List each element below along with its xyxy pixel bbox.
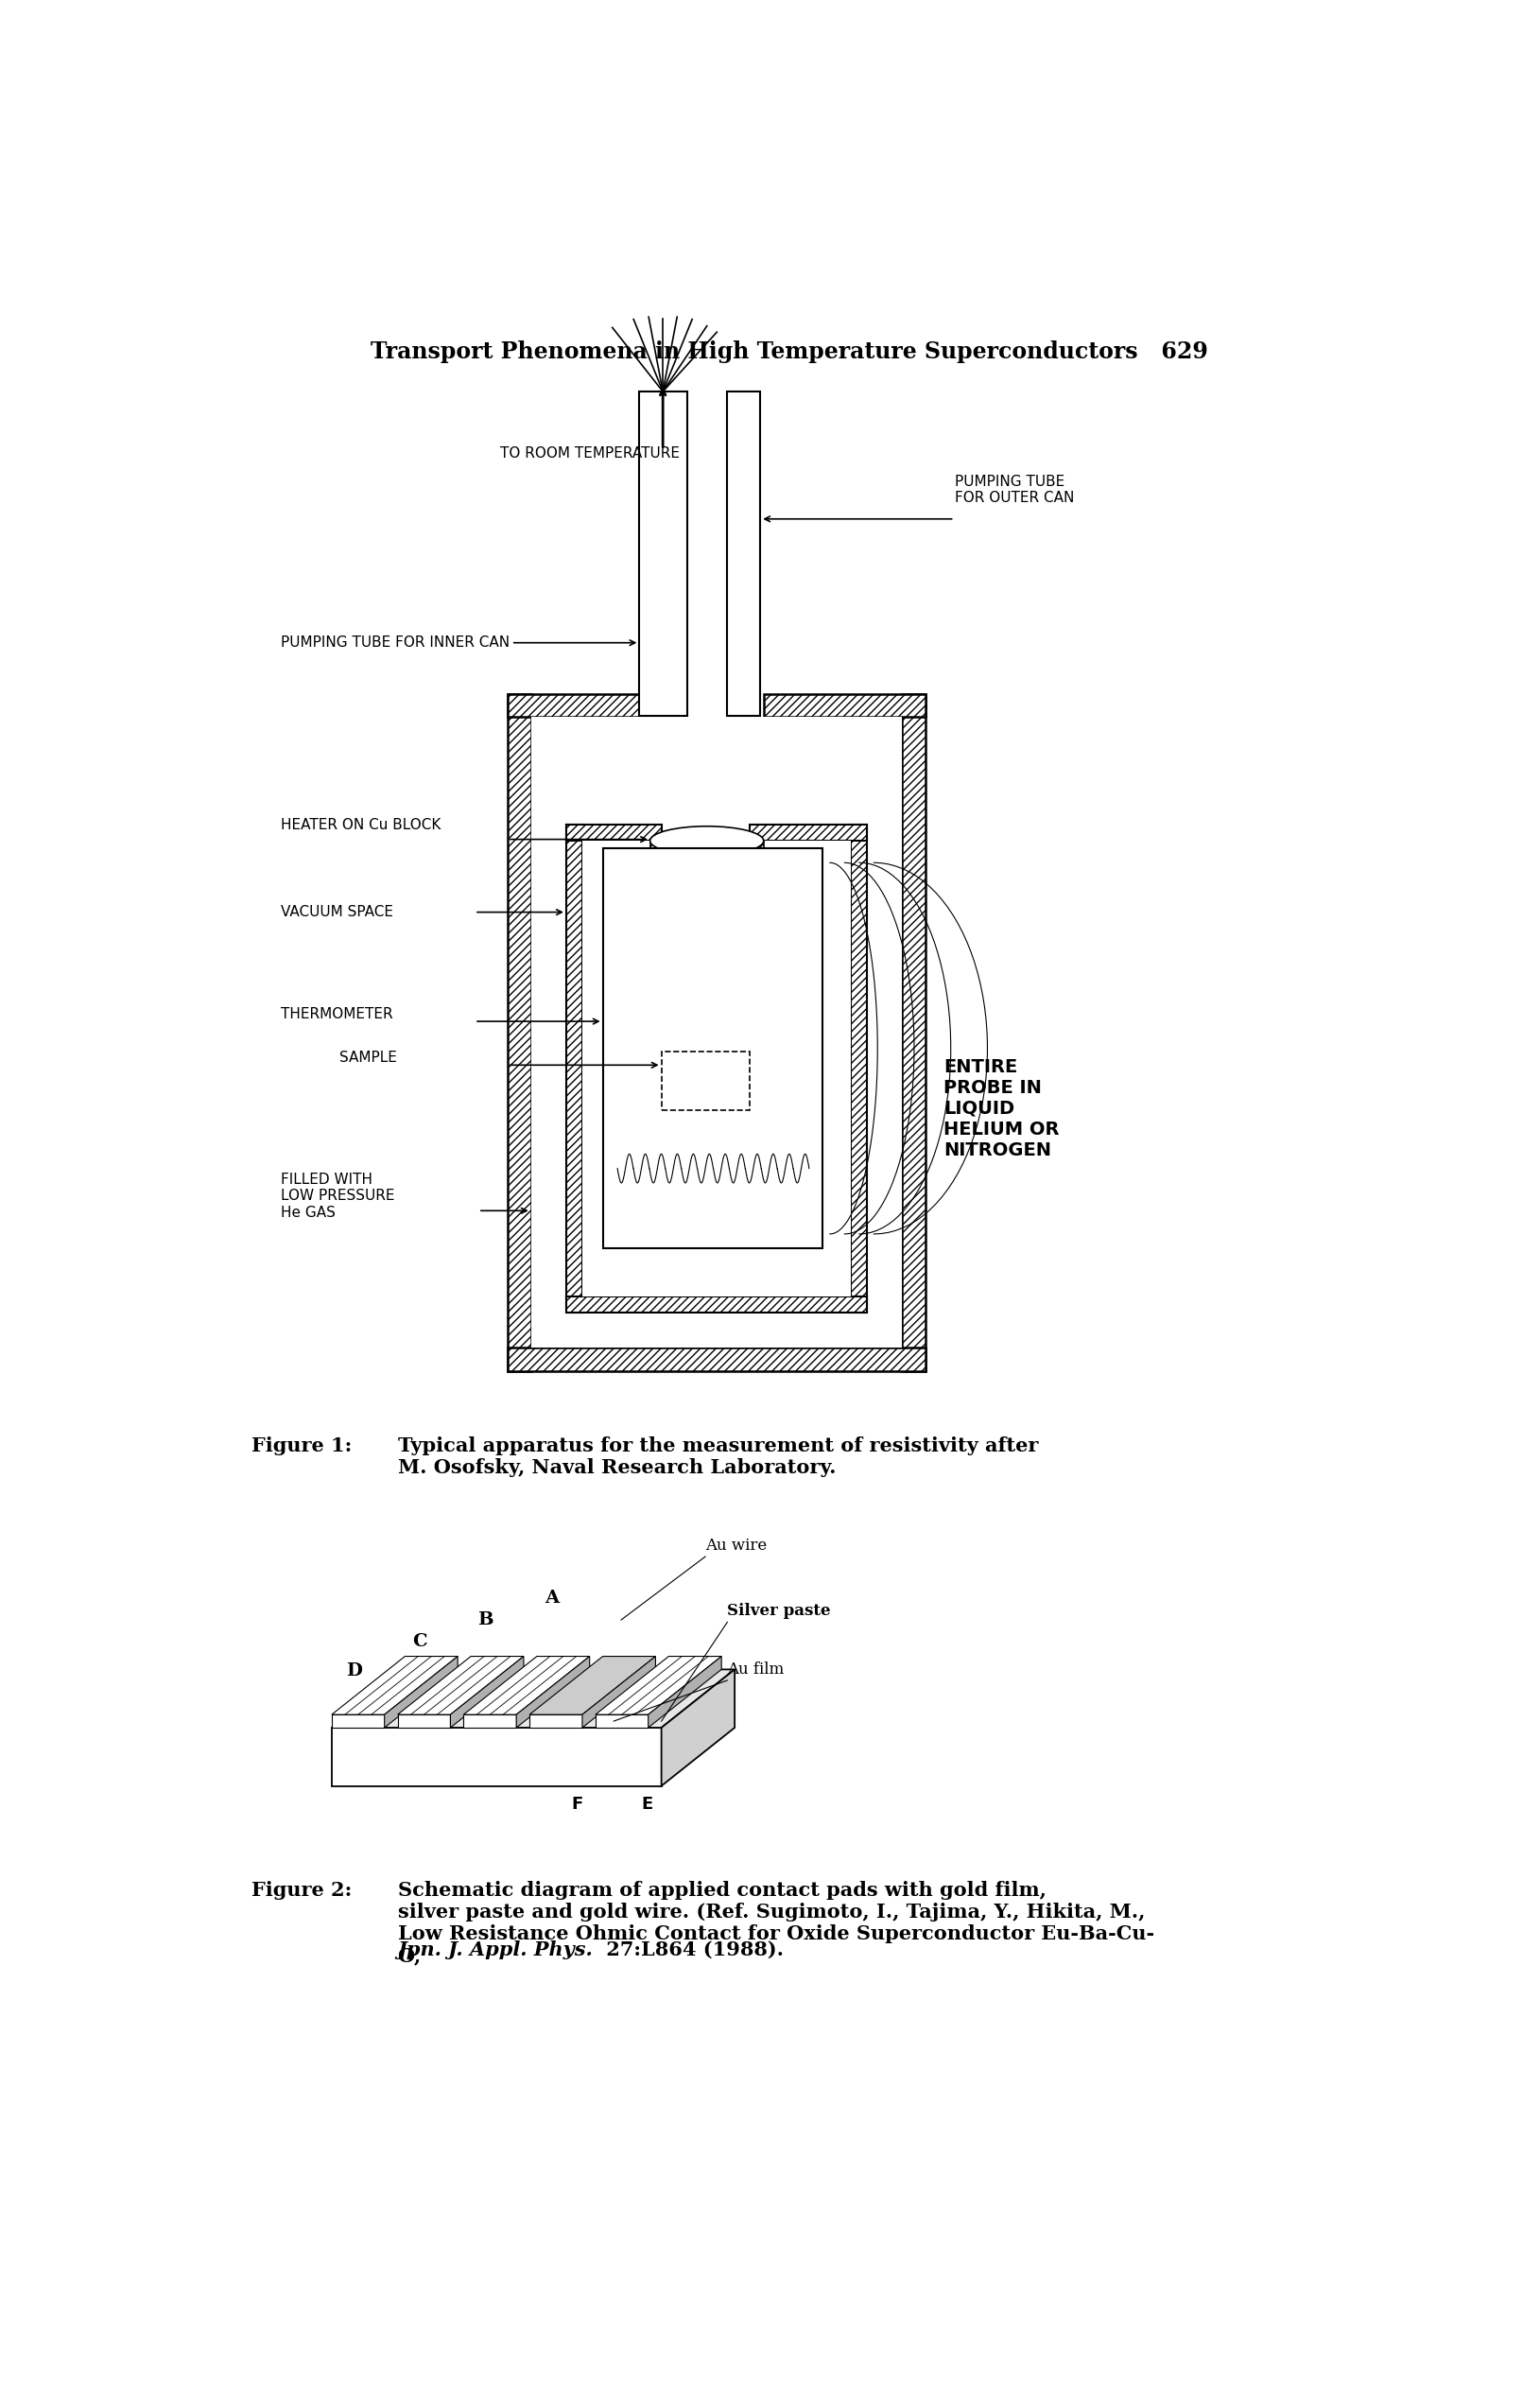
Polygon shape bbox=[397, 1716, 450, 1728]
Text: A: A bbox=[544, 1589, 559, 1606]
Text: Transport Phenomena in High Temperature Superconductors   629: Transport Phenomena in High Temperature … bbox=[370, 341, 1207, 362]
Polygon shape bbox=[331, 1716, 385, 1728]
Bar bbox=[727, 391, 761, 715]
Text: 27:L864 (1988).: 27:L864 (1988). bbox=[599, 1940, 784, 1959]
Polygon shape bbox=[397, 1656, 524, 1716]
Text: PUMPING TUBE FOR INNER CAN: PUMPING TUBE FOR INNER CAN bbox=[280, 636, 510, 651]
Bar bbox=[750, 825, 867, 841]
Polygon shape bbox=[530, 1716, 582, 1728]
Polygon shape bbox=[331, 1728, 661, 1785]
Text: THERMOMETER: THERMOMETER bbox=[280, 1008, 393, 1022]
Text: Schematic diagram of applied contact pads with gold film,
silver paste and gold : Schematic diagram of applied contact pad… bbox=[397, 1880, 1153, 1966]
Text: Au wire: Au wire bbox=[705, 1537, 767, 1554]
Text: B: B bbox=[477, 1611, 493, 1628]
Bar bbox=[567, 1296, 867, 1313]
Text: PUMPING TUBE
FOR OUTER CAN: PUMPING TUBE FOR OUTER CAN bbox=[955, 474, 1073, 505]
Text: Jpn. J. Appl. Phys.: Jpn. J. Appl. Phys. bbox=[397, 1940, 593, 1959]
Text: TO ROOM TEMPERATURE: TO ROOM TEMPERATURE bbox=[501, 446, 679, 460]
Bar bbox=[508, 693, 639, 717]
Bar bbox=[508, 1349, 926, 1370]
Polygon shape bbox=[530, 1656, 656, 1716]
Polygon shape bbox=[648, 1656, 721, 1728]
Bar bbox=[639, 391, 687, 715]
Text: F: F bbox=[571, 1797, 584, 1813]
Bar bbox=[902, 693, 926, 1370]
Text: Typical apparatus for the measurement of resistivity after
M. Osofsky, Naval Res: Typical apparatus for the measurement of… bbox=[397, 1437, 1038, 1477]
Text: D: D bbox=[345, 1663, 362, 1680]
Bar bbox=[508, 693, 531, 1370]
Text: Au film: Au film bbox=[727, 1661, 784, 1678]
Polygon shape bbox=[450, 1656, 524, 1728]
Polygon shape bbox=[582, 1656, 656, 1728]
Polygon shape bbox=[596, 1716, 648, 1728]
Bar bbox=[764, 693, 926, 717]
Bar bbox=[850, 825, 867, 1313]
Text: Figure 1:: Figure 1: bbox=[251, 1437, 351, 1456]
Bar bbox=[531, 717, 902, 1349]
Text: VACUUM SPACE: VACUUM SPACE bbox=[280, 906, 393, 920]
Text: E: E bbox=[641, 1797, 653, 1813]
Polygon shape bbox=[596, 1656, 721, 1716]
Polygon shape bbox=[464, 1656, 590, 1716]
Bar bbox=[582, 841, 850, 1296]
Text: Silver paste: Silver paste bbox=[727, 1604, 832, 1618]
Polygon shape bbox=[331, 1670, 735, 1728]
Bar bbox=[567, 825, 582, 1313]
Polygon shape bbox=[661, 1670, 735, 1785]
Text: SAMPLE: SAMPLE bbox=[339, 1051, 397, 1065]
Bar bbox=[602, 848, 822, 1249]
Polygon shape bbox=[331, 1656, 457, 1716]
Bar bbox=[567, 825, 661, 841]
Text: FILLED WITH
LOW PRESSURE
He GAS: FILLED WITH LOW PRESSURE He GAS bbox=[280, 1172, 394, 1220]
Bar bbox=[661, 1051, 750, 1110]
Polygon shape bbox=[385, 1656, 457, 1728]
Text: HEATER ON Cu BLOCK: HEATER ON Cu BLOCK bbox=[280, 817, 440, 832]
Text: ENTIRE
PROBE IN
LIQUID
HELIUM OR
NITROGEN: ENTIRE PROBE IN LIQUID HELIUM OR NITROGE… bbox=[944, 1058, 1060, 1161]
Ellipse shape bbox=[650, 827, 764, 855]
Bar bbox=[650, 841, 764, 937]
Polygon shape bbox=[516, 1656, 590, 1728]
Text: Figure 2:: Figure 2: bbox=[251, 1880, 351, 1899]
Polygon shape bbox=[464, 1716, 516, 1728]
Text: C: C bbox=[413, 1632, 427, 1651]
